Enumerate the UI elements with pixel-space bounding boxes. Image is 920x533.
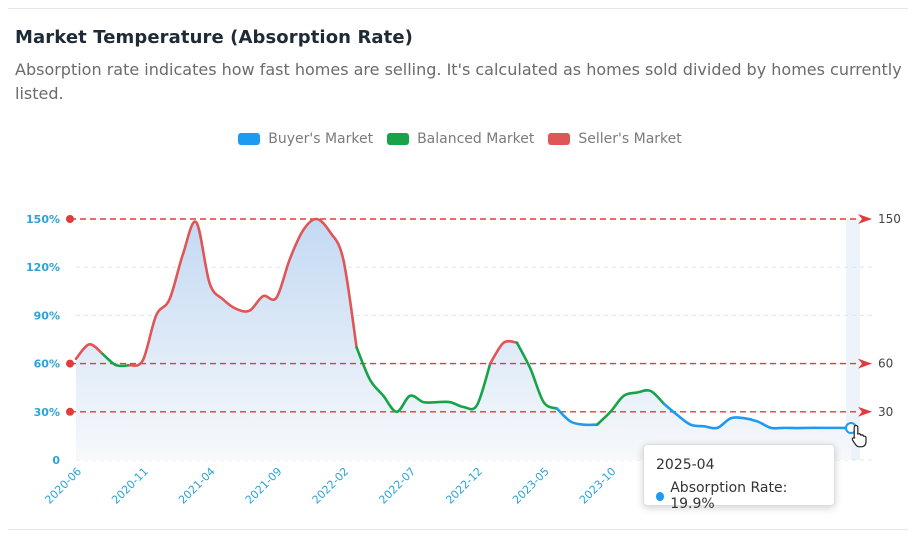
tooltip: 2025-04 Absorption Rate: 19.9% <box>643 444 835 512</box>
chart-title: Market Temperature (Absorption Rate) <box>15 27 413 48</box>
hover-band <box>846 219 860 460</box>
balanced-market-segment <box>515 341 559 410</box>
reference-line-start <box>66 359 74 368</box>
bottom-divider <box>8 529 908 530</box>
reference-line-label: 150 <box>878 212 901 226</box>
x-tick-label: 2023-05 <box>510 465 552 507</box>
y-tick-label: 30% <box>34 406 60 419</box>
balanced-market-segment <box>595 388 666 426</box>
x-tick-label: 2022-07 <box>376 465 418 507</box>
buyer-market-segment <box>662 402 853 430</box>
legend-label-seller: Seller's Market <box>578 131 682 147</box>
tooltip-row: Absorption Rate: 19.9% <box>656 480 822 512</box>
seller-market-segment <box>488 339 519 365</box>
seller-market-segment <box>74 343 105 361</box>
tooltip-value: Absorption Rate: 19.9% <box>670 480 788 512</box>
hand-cursor-icon <box>851 424 867 448</box>
chart-subtitle: Absorption rate indicates how fast homes… <box>15 60 902 103</box>
balanced-market-segment <box>101 352 131 368</box>
y-tick-label: 120% <box>26 261 60 274</box>
y-tick-label: 90% <box>34 309 60 322</box>
y-tick-label: 60% <box>34 358 60 371</box>
legend: Buyer's Market Balanced Market Seller's … <box>0 131 920 147</box>
x-tick-label: 2022-12 <box>443 465 485 507</box>
reference-line-label: 60 <box>878 357 893 371</box>
legend-item-seller[interactable]: Seller's Market <box>548 131 682 147</box>
tooltip-date: 2025-04 <box>656 457 715 473</box>
seller-market-segment <box>128 217 358 367</box>
legend-item-balanced[interactable]: Balanced Market <box>387 131 534 147</box>
y-tick-label: 0 <box>52 454 60 467</box>
x-tick-label: 2021-04 <box>176 465 218 507</box>
top-divider <box>8 8 908 9</box>
legend-swatch-seller <box>548 133 571 145</box>
legend-swatch-buyer <box>238 133 261 145</box>
buyer-market-segment <box>555 407 599 427</box>
area-fill <box>76 218 851 460</box>
reference-arrow-icon <box>858 406 872 417</box>
legend-item-buyer[interactable]: Buyer's Market <box>238 131 373 147</box>
y-tick-label: 150% <box>26 213 60 226</box>
x-tick-label: 2020-11 <box>109 465 151 507</box>
reference-line-label: 30 <box>878 405 893 419</box>
x-tick-label: 2020-06 <box>42 465 84 507</box>
legend-label-balanced: Balanced Market <box>417 131 535 147</box>
reference-line-start <box>66 215 74 223</box>
x-tick-label: 2023-10 <box>577 465 619 507</box>
legend-swatch-balanced <box>387 133 410 145</box>
x-tick-label: 2021-09 <box>243 465 285 507</box>
reference-arrow-icon <box>858 358 872 369</box>
tooltip-series-dot <box>656 491 665 501</box>
reference-arrow-icon <box>858 214 872 224</box>
legend-label-buyer: Buyer's Market <box>268 131 374 147</box>
x-tick-label: 2022-02 <box>310 465 352 507</box>
reference-line-start <box>66 407 74 416</box>
balanced-market-segment <box>355 346 492 414</box>
